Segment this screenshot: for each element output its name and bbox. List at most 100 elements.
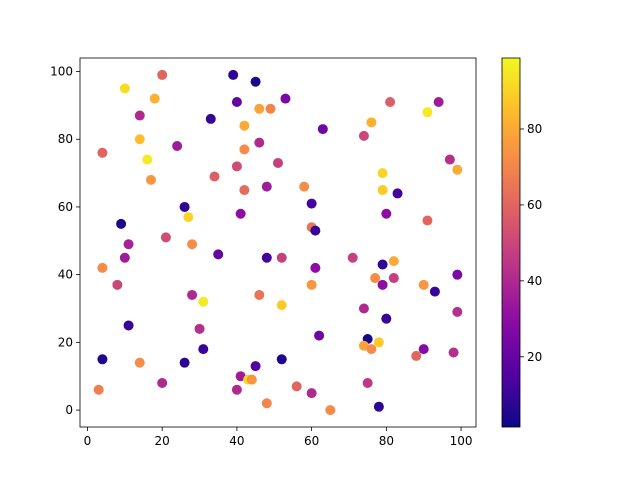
- x-tick-label: 20: [155, 434, 170, 448]
- colorbar-tick-label: 20: [527, 350, 542, 364]
- data-point: [276, 354, 287, 365]
- data-point: [246, 374, 257, 385]
- data-point: [209, 171, 220, 182]
- data-point: [452, 164, 463, 175]
- data-point: [422, 107, 433, 118]
- data-point: [306, 388, 317, 399]
- y-tick-label: 100: [50, 65, 73, 79]
- colorbar-axis: 20 40 60 80: [520, 122, 542, 364]
- data-point: [231, 97, 242, 108]
- data-point: [261, 398, 272, 409]
- data-point: [142, 154, 153, 165]
- data-point: [377, 168, 388, 179]
- data-point: [385, 97, 396, 108]
- data-point: [254, 103, 265, 114]
- data-point: [235, 371, 246, 382]
- data-point: [119, 83, 130, 94]
- data-point: [381, 313, 392, 324]
- data-point: [119, 252, 130, 263]
- y-tick-label: 80: [58, 132, 73, 146]
- data-point: [381, 208, 392, 219]
- data-point: [366, 344, 377, 355]
- data-point: [362, 377, 373, 388]
- data-point: [179, 357, 190, 368]
- data-point: [254, 137, 265, 148]
- y-tick-label: 20: [58, 335, 73, 349]
- data-point: [187, 239, 198, 250]
- data-point: [347, 252, 358, 263]
- data-point: [235, 208, 246, 219]
- y-tick-label: 0: [65, 403, 73, 417]
- data-point: [160, 232, 171, 243]
- data-point: [325, 405, 336, 416]
- data-point: [261, 181, 272, 192]
- data-point: [134, 110, 145, 121]
- x-tick-label: 60: [304, 434, 319, 448]
- data-point: [273, 157, 283, 168]
- data-point: [149, 93, 160, 104]
- data-point: [213, 249, 224, 260]
- data-point: [444, 154, 455, 165]
- data-point: [452, 306, 463, 317]
- data-point: [306, 198, 317, 209]
- data-point: [377, 279, 388, 290]
- data-point: [239, 144, 250, 155]
- colorbar: [501, 57, 521, 428]
- data-point: [261, 252, 272, 263]
- data-point: [314, 330, 325, 341]
- data-point: [123, 239, 134, 250]
- data-point: [377, 259, 388, 270]
- data-point: [377, 185, 388, 196]
- data-point: [276, 252, 287, 263]
- data-point: [239, 185, 250, 196]
- data-point: [145, 174, 156, 185]
- data-point: [116, 218, 127, 229]
- x-axis: 0 20 40 60 80 100: [84, 427, 473, 448]
- data-point: [306, 279, 317, 290]
- points-layer: [93, 69, 463, 416]
- data-point: [310, 225, 321, 236]
- y-tick-label: 40: [58, 268, 73, 282]
- colorbar-tick-label: 80: [527, 122, 542, 136]
- y-axis: 0 20 40 60 80 100: [50, 65, 80, 417]
- data-point: [310, 262, 321, 273]
- x-tick-label: 0: [84, 434, 92, 448]
- data-point: [392, 188, 403, 199]
- x-tick-label: 40: [229, 434, 244, 448]
- data-point: [97, 354, 108, 365]
- data-point: [370, 273, 381, 284]
- data-point: [198, 344, 209, 355]
- data-point: [452, 269, 463, 280]
- data-point: [97, 147, 108, 158]
- data-point: [373, 401, 384, 412]
- data-point: [299, 181, 310, 192]
- data-point: [172, 141, 183, 152]
- data-point: [448, 347, 459, 358]
- colorbar-tick-label: 40: [527, 274, 542, 288]
- colorbar-tick-label: 60: [527, 198, 542, 212]
- data-point: [265, 103, 276, 114]
- data-point: [93, 384, 104, 395]
- data-point: [291, 381, 302, 392]
- data-point: [422, 215, 433, 226]
- data-point: [157, 377, 168, 388]
- data-point: [231, 161, 242, 172]
- data-point: [179, 201, 190, 212]
- data-point: [123, 320, 134, 331]
- data-point: [157, 69, 168, 80]
- data-point: [254, 289, 265, 300]
- data-point: [228, 69, 239, 80]
- data-point: [358, 130, 369, 141]
- data-point: [418, 344, 429, 355]
- data-point: [205, 113, 216, 124]
- data-point: [358, 303, 369, 314]
- data-point: [250, 361, 261, 372]
- data-point: [411, 350, 422, 361]
- data-point: [250, 76, 261, 87]
- data-point: [280, 93, 291, 104]
- y-tick-label: 60: [58, 200, 73, 214]
- x-tick-label: 80: [379, 434, 394, 448]
- data-point: [194, 323, 205, 334]
- data-point: [358, 340, 369, 351]
